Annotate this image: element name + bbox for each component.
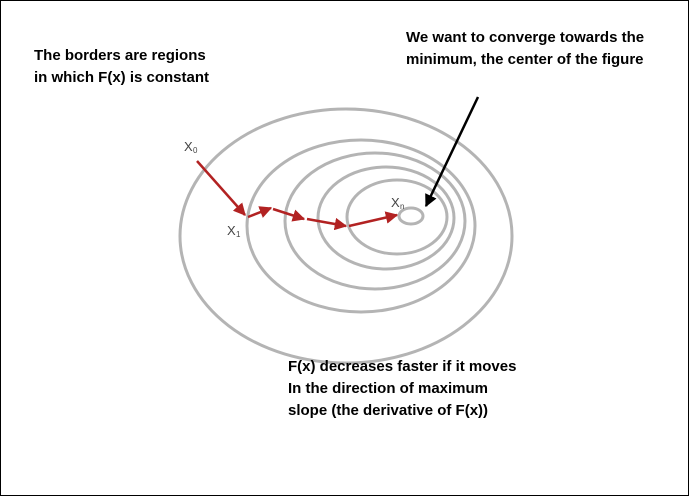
note-constant-borders-line-2: in which F(x) is constant	[34, 69, 210, 86]
point-label-x1: X 1	[227, 223, 241, 239]
contour-ring-3	[283, 151, 467, 291]
descent-step-2	[247, 206, 273, 219]
note-derivative: F(x) decreases faster if it moves In the…	[288, 356, 516, 422]
note-derivative-line-2: In the direction of maximum	[288, 380, 489, 397]
pointer-arrow	[424, 96, 480, 208]
descent-step-1	[196, 160, 246, 216]
descent-step-5	[348, 211, 399, 228]
note-derivative-line-3: slope (the derivative of F(x))	[288, 402, 489, 419]
note-derivative-line-1: F(x) decreases faster if it moves	[288, 358, 517, 375]
svg-text:X: X	[391, 195, 400, 210]
contour-ring-4	[316, 165, 456, 271]
descent-step-4	[306, 217, 348, 231]
note-constant-borders-line-1: The borders are regions	[34, 47, 206, 64]
contour-ring-1	[178, 107, 514, 365]
point-label-xn: X n	[391, 195, 404, 211]
svg-text:1: 1	[236, 230, 241, 239]
note-converge-line-2: minimum, the center of the figure	[406, 51, 644, 68]
svg-text:X: X	[184, 139, 193, 154]
contour-lines	[178, 107, 514, 365]
contour-ring-5	[345, 178, 449, 256]
note-converge-line-1: We want to converge towards the	[406, 29, 645, 46]
note-constant-borders: The borders are regions in which F(x) is…	[34, 45, 209, 89]
svg-text:n: n	[400, 202, 404, 211]
point-label-x0: X 0	[184, 139, 198, 155]
contour-ring-6	[397, 206, 425, 226]
descent-path	[196, 160, 399, 231]
svg-text:X: X	[227, 223, 236, 238]
descent-step-3	[272, 207, 306, 222]
contour-ring-2	[245, 138, 477, 314]
note-converge: We want to converge towards the minimum,…	[406, 27, 644, 71]
svg-text:0: 0	[193, 146, 198, 155]
